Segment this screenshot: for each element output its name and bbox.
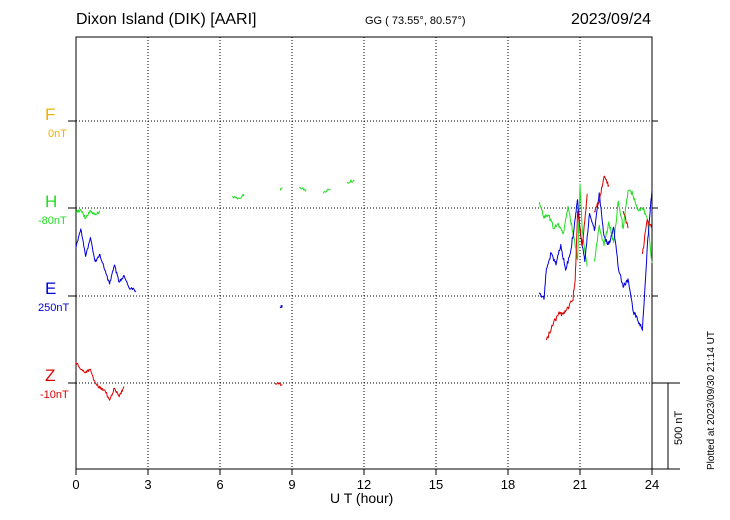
trace-z-segment-41	[641, 219, 653, 255]
traces	[75, 175, 653, 401]
baseline-label-f: 0nT	[48, 128, 67, 140]
trace-h-segment-39	[593, 189, 653, 264]
component-label-z: Z	[45, 366, 56, 385]
station-title: Dixon Island (DIK) [AARI]	[76, 11, 257, 28]
trace-h-segment-15	[279, 187, 283, 191]
trace-z-segment-0	[75, 362, 125, 401]
trace-h-segment-12	[231, 194, 245, 200]
trace-h-segment-0	[75, 208, 101, 220]
component-label-f: F	[45, 105, 56, 124]
trace-e-segment-36	[538, 189, 653, 331]
x-tick-label: 0	[72, 477, 79, 492]
x-tick-label: 21	[573, 477, 587, 492]
x-tick-label: 12	[357, 477, 371, 492]
baseline-label-h: -80nT	[38, 215, 67, 227]
x-tick-label: 9	[288, 477, 295, 492]
trace-e-segment-12	[279, 304, 283, 309]
x-tick-label: 15	[429, 477, 443, 492]
trace-z-segment-39	[622, 210, 629, 229]
trace-h-segment-19	[322, 188, 331, 194]
x-tick-label: 6	[216, 477, 223, 492]
trace-z-segment-37	[593, 175, 610, 213]
trace-h-segment-21	[346, 179, 355, 184]
x-tick-label: 24	[645, 477, 659, 492]
baseline-label-z: -10nT	[40, 389, 69, 401]
grid-lines	[68, 37, 658, 469]
trace-h-segment-38	[538, 183, 588, 267]
component-label-e: E	[45, 279, 57, 298]
coordinates-label: GG ( 73.55°, 80.57°)	[365, 15, 466, 27]
x-tick-label: 18	[501, 477, 515, 492]
trace-z-segment-36	[545, 193, 588, 341]
trace-e-segment-0	[75, 228, 137, 293]
scale-bar-label: 500 nT	[673, 410, 685, 445]
trace-z-segment-13	[274, 382, 283, 386]
trace-h-segment-17	[299, 186, 307, 192]
component-label-h: H	[45, 192, 58, 211]
baseline-label-e: 250nT	[38, 302, 70, 314]
x-tick-label: 3	[144, 477, 151, 492]
x-axis-ticks: 0 3 6 9 12 15 18 21 24	[72, 469, 659, 492]
plotted-timestamp: Plotted at 2023/09/30 21:14 UT	[706, 331, 717, 470]
date-label: 2023/09/24	[571, 11, 652, 28]
scale-bar: 500 nT	[652, 382, 685, 470]
x-axis-label: U T (hour)	[330, 490, 394, 506]
